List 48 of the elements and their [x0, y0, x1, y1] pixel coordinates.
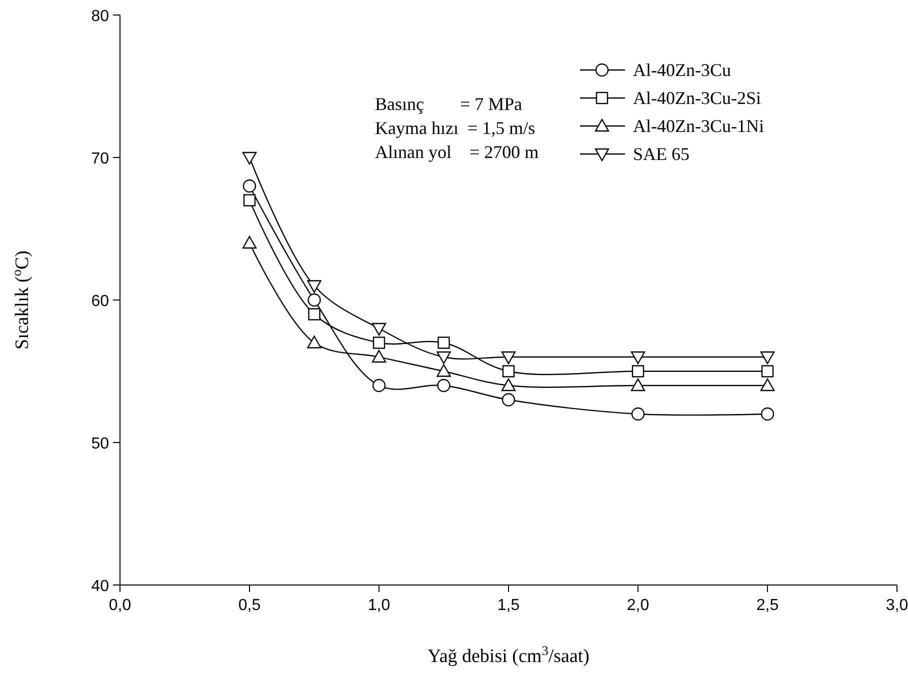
point [630, 378, 646, 392]
point [631, 407, 645, 421]
x-tick-label: 1,0 [368, 597, 390, 614]
x-tick-label: 2,0 [626, 597, 650, 614]
point [372, 322, 386, 336]
x-tick-label: 3,0 [886, 597, 908, 614]
legend-label: Al-40Zn-3Cu-2Si [633, 88, 761, 108]
point [372, 350, 386, 363]
point [437, 378, 450, 392]
point [372, 378, 386, 392]
point [308, 308, 320, 320]
point [438, 336, 450, 349]
point [630, 351, 646, 364]
annotation: Basınç = 7 MPa [375, 94, 522, 114]
point [436, 364, 451, 377]
point [372, 336, 386, 349]
annotation: Kayma hızı = 1,5 m/s [375, 118, 536, 138]
legend-label: SAE 65 [633, 144, 690, 164]
annotation: Alınan yol = 2700 m [375, 142, 539, 162]
point [307, 280, 322, 293]
point [632, 365, 644, 378]
y-tick-label: 70 [91, 150, 110, 168]
y-tick-label: 40 [91, 578, 110, 595]
point [760, 351, 775, 364]
x-axis-title: Yağ debisi (cm$^{3}$/saat) [428, 642, 590, 667]
point [242, 236, 257, 249]
y-tick-label: 60 [91, 293, 110, 310]
point [308, 293, 321, 307]
x-tick-label: 0,0 [108, 597, 132, 614]
point [307, 336, 322, 348]
legend-label: Al-40Zn-3Cu [633, 60, 731, 80]
point [243, 194, 256, 206]
point [501, 351, 516, 364]
point [502, 393, 516, 406]
x-tick-label: 2,5 [756, 597, 779, 614]
y-tick-label: 50 [91, 436, 110, 452]
x-tick-label: 0,5 [238, 597, 261, 614]
point [501, 378, 516, 392]
point [242, 152, 257, 165]
point [760, 378, 775, 392]
point [502, 365, 515, 378]
point [436, 351, 451, 364]
point [760, 407, 774, 421]
y-tick-label: 80 [91, 8, 110, 25]
point [761, 365, 774, 378]
point [242, 179, 256, 193]
legend-label: Al-40Zn-3Cu-1Ni [633, 116, 764, 136]
x-tick-label: 1,5 [497, 597, 520, 614]
